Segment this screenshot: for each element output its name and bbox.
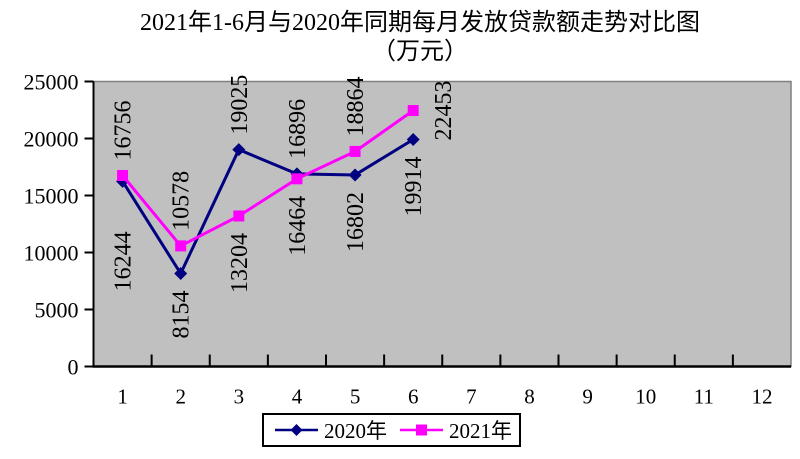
legend-line-square-icon <box>400 424 443 436</box>
x-category-label: 1 <box>117 385 128 409</box>
series-line-2021年 <box>121 109 415 248</box>
x-category-label: 11 <box>694 385 714 409</box>
y-axis-tick-label: 10000 <box>24 241 79 266</box>
data-label: 16896 <box>285 99 311 159</box>
x-category-label: 6 <box>408 385 419 409</box>
square-marker <box>233 210 245 222</box>
x-category-label: 7 <box>466 385 477 409</box>
data-label: 16464 <box>285 196 311 256</box>
legend-item-2021: 2021年 <box>400 415 512 445</box>
series-line-2020年 <box>121 138 414 277</box>
y-axis-tick-label: 20000 <box>24 127 79 152</box>
legend-square-marker <box>416 424 427 436</box>
data-label: 16756 <box>111 100 137 160</box>
data-label: 16802 <box>343 192 369 252</box>
y-axis-tick-label: 25000 <box>24 70 79 95</box>
diamond-marker <box>348 168 362 182</box>
square-marker <box>291 173 303 185</box>
x-category-label: 12 <box>751 385 772 409</box>
x-category-label: 4 <box>292 385 303 409</box>
plot-area <box>92 80 792 368</box>
legend-label-2021: 2021年 <box>449 419 512 443</box>
x-category-label: 3 <box>234 385 245 409</box>
square-marker <box>407 105 419 117</box>
legend-item-2020: 2020年 <box>275 415 387 445</box>
legend-diamond-marker <box>290 424 303 436</box>
y-axis-tick-label: 0 <box>68 355 79 380</box>
data-label: 22453 <box>431 81 457 141</box>
square-marker <box>175 240 187 252</box>
y-axis-tick-label: 15000 <box>24 184 79 209</box>
x-category-label: 9 <box>582 385 593 409</box>
data-label: 13204 <box>227 233 253 293</box>
data-label: 8154 <box>169 291 195 339</box>
legend-line-diamond-icon <box>275 424 318 436</box>
chart-title-line2: （万元） <box>372 39 468 65</box>
diamond-marker <box>406 132 420 146</box>
x-category-label: 2 <box>175 385 186 409</box>
square-marker <box>349 145 361 157</box>
diamond-marker <box>232 143 246 157</box>
x-category-label: 5 <box>350 385 361 409</box>
chart-title: 2021年1-6月与2020年同期每月发放贷款额走势对比图 （万元） <box>40 9 800 67</box>
data-label: 19914 <box>401 156 427 216</box>
legend-label-2020: 2020年 <box>324 419 387 443</box>
chart-legend: 2020年 2021年 <box>262 413 521 447</box>
x-category-label: 8 <box>524 385 535 409</box>
diamond-marker <box>174 267 188 281</box>
data-label: 16244 <box>111 231 137 291</box>
square-marker <box>117 169 129 181</box>
data-label: 10578 <box>169 171 195 231</box>
chart-title-line1: 2021年1-6月与2020年同期每月发放贷款额走势对比图 <box>140 10 700 36</box>
data-label: 19025 <box>227 75 253 135</box>
y-axis-tick-label: 5000 <box>35 298 79 323</box>
x-category-label: 10 <box>635 385 656 409</box>
data-label: 18864 <box>343 76 369 136</box>
